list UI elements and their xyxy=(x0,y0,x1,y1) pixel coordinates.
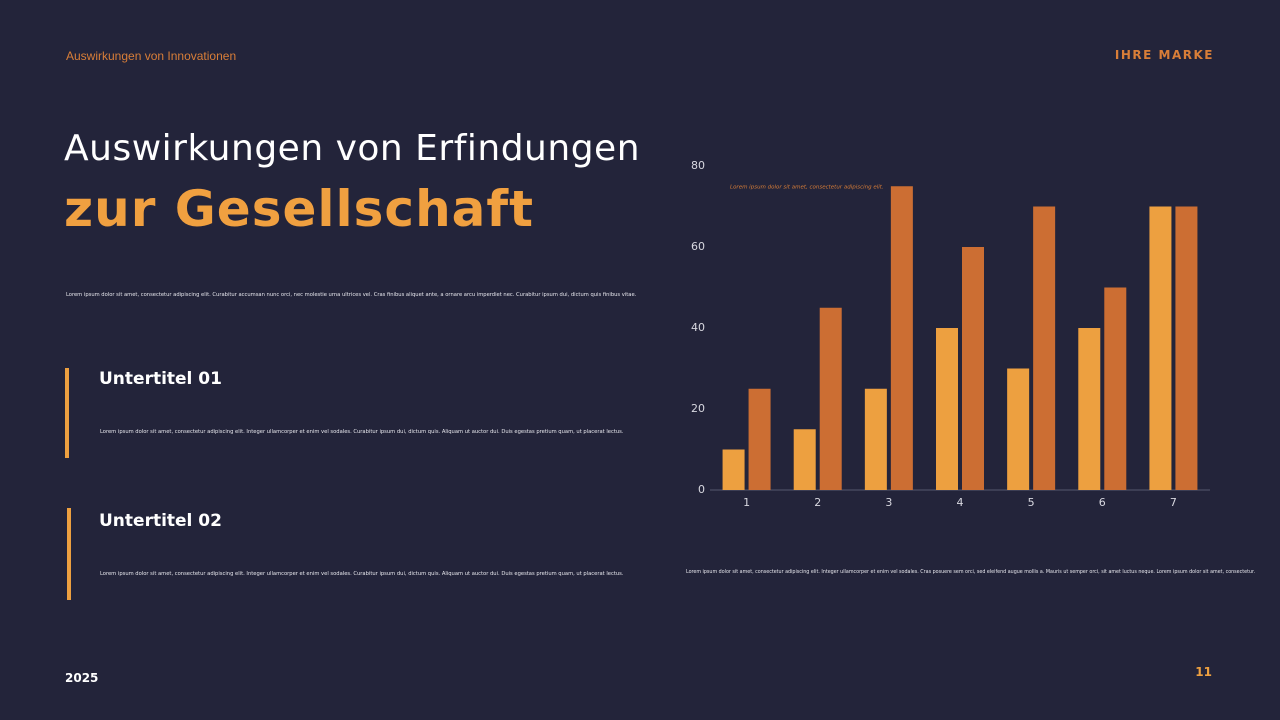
y-tick-label: 80 xyxy=(691,159,705,172)
chart-annotation: Lorem ipsum dolor sit amet, consectetur … xyxy=(730,185,884,191)
chart-caption: Lorem ipsum dolor sit amet, consectetur … xyxy=(686,570,1256,575)
y-tick-label: 60 xyxy=(691,240,705,253)
y-tick-label: 20 xyxy=(691,402,705,415)
x-tick-label: 6 xyxy=(1099,496,1106,509)
bar xyxy=(819,307,842,490)
x-tick-label: 2 xyxy=(814,496,821,509)
page-number: 11 xyxy=(1195,665,1212,679)
bar xyxy=(1033,206,1056,490)
intro-text: Lorem ipsum dolor sit amet, consectetur … xyxy=(66,292,637,298)
bar xyxy=(1104,287,1127,490)
year: 2025 xyxy=(65,671,99,685)
bar xyxy=(936,328,958,490)
bar xyxy=(864,388,887,490)
topic: Auswirkungen von Innovationen xyxy=(66,49,237,63)
title-highlight: zur Gesellschaft xyxy=(64,180,535,238)
subtitle-text: Lorem ipsum dolor sit amet, consectetur … xyxy=(100,571,624,577)
bar xyxy=(1175,206,1198,490)
x-tick-label: 5 xyxy=(1028,496,1035,509)
subtitle: Untertitel 02 xyxy=(99,511,222,531)
y-tick-label: 40 xyxy=(691,321,705,334)
bar xyxy=(890,186,913,490)
bar xyxy=(793,429,816,490)
brand: IHRE MARKE xyxy=(1114,48,1214,62)
x-tick-label: 3 xyxy=(885,496,892,509)
accent-bar xyxy=(67,508,71,600)
bar xyxy=(1078,328,1101,490)
bar xyxy=(1149,206,1172,490)
bar xyxy=(722,449,745,490)
title: Auswirkungen von Erfindungen xyxy=(64,128,641,169)
accent-bar xyxy=(65,368,69,458)
subtitle: Untertitel 01 xyxy=(99,369,222,389)
x-tick-label: 7 xyxy=(1170,496,1177,509)
y-tick-label: 0 xyxy=(698,483,705,496)
x-tick-label: 1 xyxy=(743,496,750,509)
bar xyxy=(962,247,984,490)
x-tick-label: 4 xyxy=(957,496,964,509)
subtitle-text: Lorem ipsum dolor sit amet, consectetur … xyxy=(100,429,624,435)
bar xyxy=(1007,368,1030,490)
bar xyxy=(748,388,771,490)
